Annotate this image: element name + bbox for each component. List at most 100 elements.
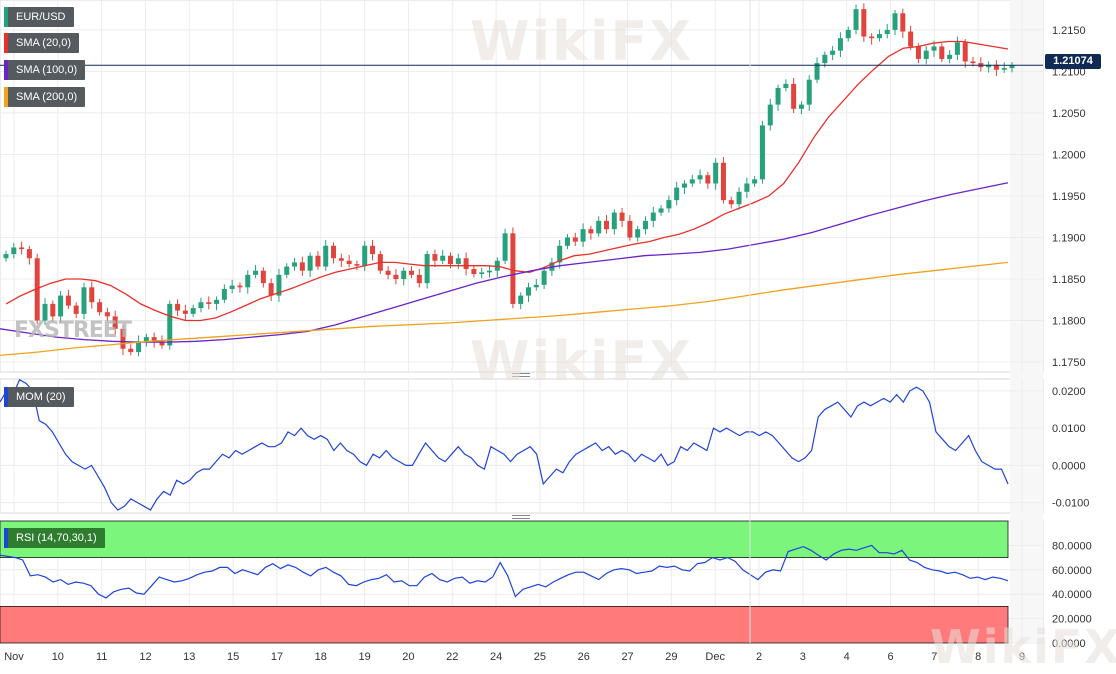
pane-bg-1 xyxy=(0,378,1044,514)
candle-body xyxy=(939,46,945,59)
y-tick-label: 1.1900 xyxy=(1052,232,1086,244)
y-tick-label: 1.1950 xyxy=(1052,191,1086,203)
candle-body xyxy=(494,260,500,271)
candle-body xyxy=(822,54,828,64)
candle-body xyxy=(346,260,352,265)
x-tick-label: 17 xyxy=(271,651,283,663)
candle-body xyxy=(455,258,461,265)
candle-body xyxy=(182,310,188,314)
y-tick-label: 1.2050 xyxy=(1052,108,1086,120)
candle-body xyxy=(681,183,687,188)
x-tick-label: 12 xyxy=(139,651,151,663)
candle-body xyxy=(19,247,25,250)
candle-body xyxy=(42,303,48,321)
legend-label-sma20: SMA (20,0) xyxy=(16,37,72,49)
x-tick-label: 22 xyxy=(446,651,458,663)
candle-body xyxy=(65,295,71,306)
candle-body xyxy=(401,270,407,279)
legend-label-eurusd: EUR/USD xyxy=(16,11,66,23)
candle-body xyxy=(1001,68,1007,70)
x-tick-label: 26 xyxy=(578,651,590,663)
candle-body xyxy=(627,220,633,238)
x-tick-label: 29 xyxy=(665,651,677,663)
legend-swatch-sma100 xyxy=(4,60,8,80)
candle-body xyxy=(268,283,274,296)
x-tick-label: 9 xyxy=(1019,651,1025,663)
candle-body xyxy=(986,64,992,68)
candle-body xyxy=(26,249,32,259)
candle-body xyxy=(292,262,298,267)
candle-body xyxy=(900,13,906,32)
candle-body xyxy=(58,295,64,317)
candle-body xyxy=(331,245,337,259)
y-tick-label: 40.0000 xyxy=(1052,589,1092,601)
legend-sma200[interactable]: SMA (200,0) xyxy=(4,87,86,107)
x-tick-label: Nov xyxy=(4,651,24,663)
candle-body xyxy=(611,212,617,230)
candle-body xyxy=(206,302,212,304)
candle-body xyxy=(81,287,87,314)
x-tick-label: Dec xyxy=(705,651,725,663)
candle-body xyxy=(853,9,859,30)
candle-body xyxy=(34,258,40,321)
y-tick-label: 60.0000 xyxy=(1052,565,1092,577)
x-tick-label: 15 xyxy=(227,651,239,663)
candle-body xyxy=(728,200,734,205)
candle-body xyxy=(175,303,181,311)
legend-sma100[interactable]: SMA (100,0) xyxy=(4,60,86,80)
candle-body xyxy=(759,125,765,180)
x-tick-label: 20 xyxy=(402,651,414,663)
legend-eurusd[interactable]: EUR/USD xyxy=(4,7,74,27)
watermark-wikifx-3: WikiFX xyxy=(930,620,1116,674)
candle-body xyxy=(931,46,937,51)
watermark-fxstreet: FXSTREET xyxy=(14,318,132,343)
y-tick-label: 1.1750 xyxy=(1052,357,1086,369)
candle-body xyxy=(954,42,960,55)
candle-body xyxy=(923,50,929,59)
series-line-sma-2 xyxy=(0,261,1009,357)
candle-body xyxy=(564,237,570,246)
candle-body xyxy=(869,36,875,39)
x-tick-label: 24 xyxy=(490,651,502,663)
candle-body xyxy=(128,348,134,353)
y-tick-label: 1.2150 xyxy=(1052,25,1086,37)
legend-swatch-rsi xyxy=(4,528,8,548)
series-line-sma-1 xyxy=(0,182,1009,343)
x-tick-label: 7 xyxy=(931,651,937,663)
candle-body xyxy=(596,220,602,234)
legend-rsi[interactable]: RSI (14,70,30,1) xyxy=(4,528,105,548)
candle-body xyxy=(323,245,329,267)
candle-body xyxy=(884,29,890,35)
x-tick-label: 19 xyxy=(358,651,370,663)
rsi-overbought-band xyxy=(0,520,1009,558)
candle-body xyxy=(448,255,454,265)
future-area-bg xyxy=(1010,0,1043,643)
y-tick-label: 20.0000 xyxy=(1052,614,1092,626)
candle-body xyxy=(198,302,204,309)
candle-body xyxy=(50,303,56,317)
watermark-wikifx-2: WikiFX xyxy=(470,330,694,393)
y-tick-label: -0.0100 xyxy=(1052,498,1089,510)
candle-body xyxy=(791,83,797,109)
candle-body xyxy=(463,258,469,270)
legend-mom[interactable]: MOM (20) xyxy=(4,387,74,407)
y-tick-label: 1.2000 xyxy=(1052,149,1086,161)
candle-body xyxy=(752,179,758,184)
candle-body xyxy=(814,63,820,80)
candle-body xyxy=(557,245,563,263)
legend-label-sma100: SMA (100,0) xyxy=(16,64,78,76)
candle-body xyxy=(767,104,773,126)
y-tick-label: 1.1850 xyxy=(1052,274,1086,286)
candle-body xyxy=(837,38,843,51)
legend-sma20[interactable]: SMA (20,0) xyxy=(4,33,80,53)
y-tick-label: 0.0200 xyxy=(1052,386,1086,398)
candle-body xyxy=(354,264,360,266)
x-tick-label: 10 xyxy=(52,651,64,663)
candle-body xyxy=(120,328,126,349)
legend-swatch-sma20 xyxy=(4,33,8,53)
candle-body xyxy=(674,187,680,201)
candle-body xyxy=(876,34,882,39)
x-tick-label: 18 xyxy=(315,651,327,663)
candle-body xyxy=(783,83,789,89)
